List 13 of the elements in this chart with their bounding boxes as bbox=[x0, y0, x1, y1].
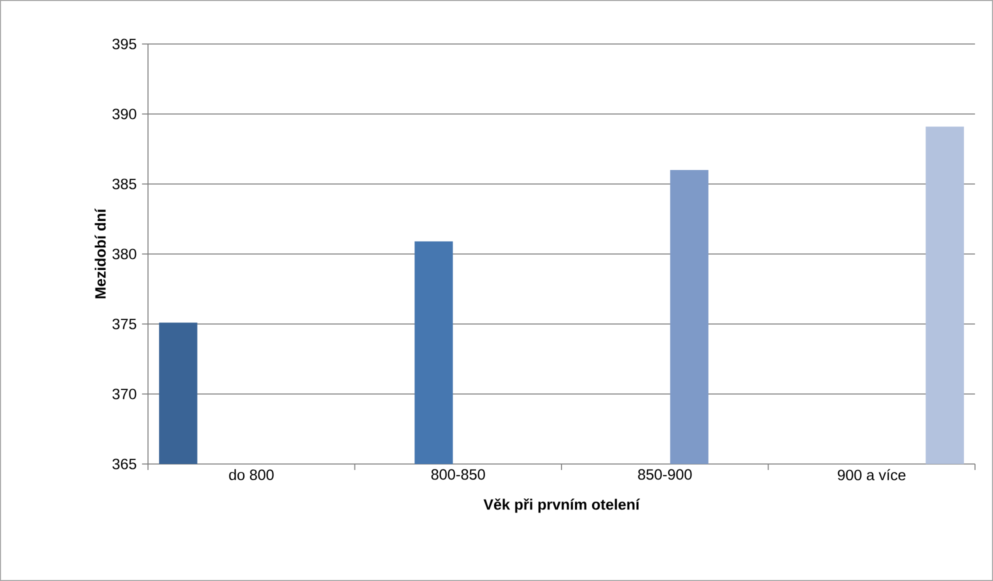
y-tick-label: 370 bbox=[112, 388, 136, 400]
x-tick-label: do 800 bbox=[229, 469, 274, 480]
y-tick-label: 390 bbox=[112, 108, 136, 120]
y-tick-label: 395 bbox=[112, 38, 136, 50]
y-tick-label: 365 bbox=[112, 458, 136, 470]
y-axis-title: Mezidobí dní bbox=[94, 208, 106, 298]
x-tick-label: 900 a více bbox=[838, 469, 906, 480]
y-tick-label: 380 bbox=[112, 248, 136, 260]
y-tick-label: 375 bbox=[112, 318, 136, 330]
y-tick-label: 385 bbox=[112, 178, 136, 190]
x-tick-label: 850-900 bbox=[638, 469, 692, 480]
x-tick-label: 800-850 bbox=[431, 469, 485, 480]
x-axis-title: Věk při prvním otelení bbox=[484, 498, 640, 513]
